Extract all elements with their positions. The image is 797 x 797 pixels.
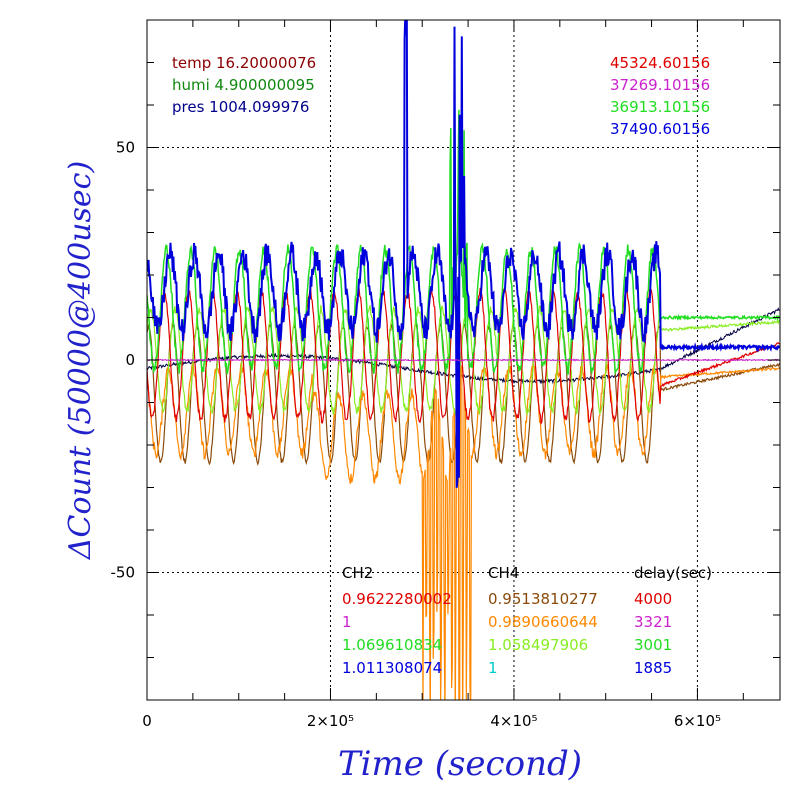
series-green [147,109,780,376]
table-cell: 4000 [634,590,672,608]
table-cell: 3321 [634,613,672,631]
table-cell: 1.011308074 [342,659,442,677]
tick-labels: 0 2×10⁵ 4×10⁵ 6×10⁵ 50 0 -50 [111,139,722,731]
table-header: CH4 [488,564,519,582]
count-label: 36913.10156 [610,98,710,116]
env-label: humi 4.900000095 [172,76,315,94]
count-label: 37269.10156 [610,76,710,94]
table-cell: 0.9513810277 [488,590,598,608]
series-lightgreen [147,304,780,416]
table-header: delay(sec) [634,564,712,582]
table-cell: 1 [488,659,498,677]
table-cell: 1 [342,613,352,631]
y-axis-label: ΔCount (50000@400usec) [63,161,98,560]
table-cell: 1.058497906 [488,636,588,654]
table-cell: 0.9890660644 [488,613,598,631]
series-red [147,287,780,425]
count-label: 45324.60156 [610,54,710,72]
series-orange [147,362,780,700]
annotations: temp 16.20000076 humi 4.900000095 pres 100… [172,54,712,677]
series-blue [147,20,780,488]
series-group [147,20,780,700]
series-magenta [147,358,780,362]
env-label: temp 16.20000076 [172,54,316,72]
table-header: CH2 [342,564,373,582]
table-cell: 1885 [634,659,672,677]
count-label: 37490.60156 [610,120,710,138]
table-cell: 1.069610834 [342,636,442,654]
y-tick-label: 50 [116,139,135,157]
x-tick-label: 2×10⁵ [307,712,354,730]
table-cell: 3001 [634,636,672,654]
x-axis-label: Time (second) [338,744,582,784]
env-label: pres 1004.099976 [172,98,309,116]
table-cell: 0.9622280002 [342,590,452,608]
x-tick-label: 6×10⁵ [674,712,721,730]
tick-marks [146,19,780,701]
y-tick-label: 0 [125,351,135,369]
x-tick-label: 0 [142,712,152,730]
y-tick-label: -50 [111,564,136,582]
x-tick-label: 4×10⁵ [490,712,537,730]
